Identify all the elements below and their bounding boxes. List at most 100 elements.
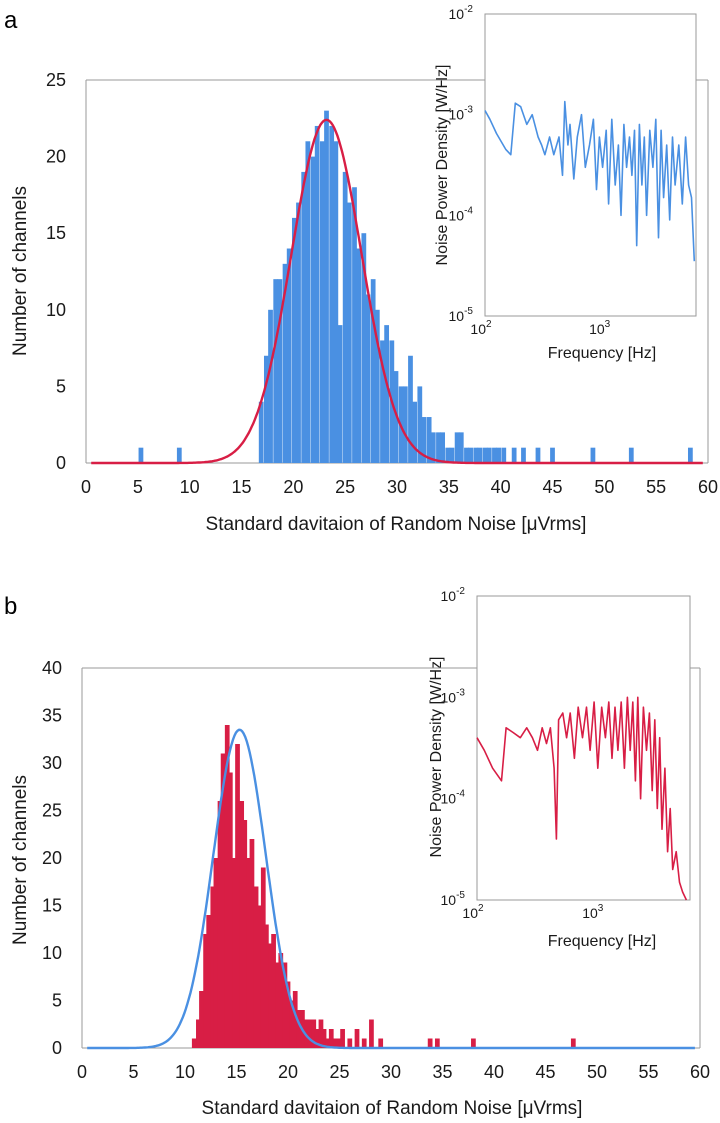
histogram-a: 0 5 10 15 20 25 30 35 40 45 50 55 60 0 5 10 15 20 25: [46, 70, 718, 497]
xlabel-a: Standard davitaion of Random Noise [μVrm…: [206, 514, 587, 535]
x-tick-label: 60: [690, 1062, 710, 1082]
histogram-bar: [249, 839, 255, 1048]
histogram-bar: [318, 1019, 324, 1048]
histogram-bar: [352, 187, 357, 464]
histogram-bar: [310, 156, 316, 463]
y-tick-label: 0: [56, 453, 66, 473]
y-tick-label: 15: [42, 896, 62, 916]
inset-ylabel-b: Noise Power Density [W/Hz]: [428, 657, 445, 858]
histogram-bar: [296, 1010, 302, 1048]
histogram-bar: [282, 962, 288, 1048]
histogram-bar: [196, 1019, 201, 1048]
histogram-bar: [328, 1029, 334, 1048]
histogram-bar: [268, 309, 273, 463]
histogram-bar: [282, 263, 288, 463]
histogram-bar: [354, 1029, 360, 1048]
x-tick-label: 50: [587, 1062, 607, 1082]
histogram-bar: [590, 447, 596, 463]
histogram-bar: [458, 432, 464, 463]
histogram-bar: [570, 1038, 576, 1048]
histogram-bar: [307, 1019, 312, 1048]
x-tick-label: 45: [542, 477, 562, 497]
inset-y-tick-label: 10-3: [449, 105, 474, 123]
inset-xlabel-b: Frequency [Hz]: [548, 933, 656, 950]
histogram-bar: [380, 340, 385, 463]
histogram-bar: [220, 753, 226, 1048]
histogram-bar: [430, 432, 436, 463]
histogram-bar: [449, 447, 455, 463]
histogram-bar: [454, 432, 460, 463]
histogram-bar: [464, 447, 469, 463]
histogram-bar: [263, 355, 269, 463]
histogram-bar: [482, 447, 488, 463]
histogram-bar: [440, 432, 445, 463]
histogram-bar: [361, 233, 367, 463]
y-tick-label: 25: [42, 801, 62, 821]
histogram-bar: [242, 820, 248, 1048]
histogram-bar: [289, 1000, 295, 1048]
histogram-bar: [258, 401, 264, 463]
inset-y-tick-label: 10-5: [441, 890, 466, 908]
y-tick-label: 20: [46, 147, 66, 167]
histogram-bar: [271, 934, 276, 1048]
x-tick-label: 55: [646, 477, 666, 497]
inset-xlabel-a: Frequency [Hz]: [548, 345, 656, 362]
x-tick-label: 10: [175, 1062, 195, 1082]
histogram-bar: [687, 447, 693, 463]
histogram-bar: [138, 447, 144, 463]
histogram-bar: [384, 325, 390, 463]
histogram-bar: [213, 858, 219, 1048]
histogram-bar: [314, 1029, 320, 1048]
histogram-bar: [492, 447, 497, 463]
inset-y-tick-label: 10-3: [441, 687, 466, 705]
histogram-bar: [277, 279, 283, 463]
histogram-bar: [337, 1038, 342, 1048]
histogram-bar: [511, 447, 517, 463]
histogram-bar: [369, 1019, 374, 1048]
histogram-bar: [176, 447, 182, 463]
inset-y-tick-label: 10-2: [449, 4, 474, 22]
histogram-bar: [301, 171, 307, 464]
panel-label-a: a: [4, 7, 18, 34]
histogram-bar: [412, 401, 418, 463]
histogram-bar: [224, 725, 230, 1048]
inset-frame: [476, 595, 691, 901]
histogram-bar: [417, 386, 423, 463]
x-tick-label: 0: [81, 477, 91, 497]
y-tick-label: 10: [42, 943, 62, 963]
histogram-bar: [321, 1029, 327, 1048]
histogram-bar: [268, 943, 273, 1048]
inset-x-tick-label: 102: [462, 903, 484, 921]
x-tick-label: 0: [77, 1062, 87, 1082]
y-tick-label: 15: [46, 223, 66, 243]
histogram-bar: [434, 1038, 440, 1048]
histogram-bar: [535, 447, 541, 463]
ylabel-a: Number of channels: [10, 186, 31, 356]
y-tick-label: 40: [42, 658, 62, 678]
x-tick-label: 15: [226, 1062, 246, 1082]
histogram-bar: [468, 447, 473, 463]
histogram-bar: [374, 309, 380, 463]
inset-x-tick-label: 102: [470, 319, 492, 337]
inset-y-tick-label: 10-5: [449, 306, 474, 324]
histogram-bar: [471, 1038, 476, 1048]
histogram-bar: [311, 1019, 317, 1048]
inset-b: 10-5 10-4 10-3 10-2 102 103: [441, 586, 691, 921]
y-tick-label: 10: [46, 300, 66, 320]
histogram-bar: [378, 1038, 384, 1048]
histogram-bar: [426, 417, 432, 463]
x-tick-label: 20: [278, 1062, 298, 1082]
histogram-bar: [227, 772, 233, 1048]
histogram-bar: [473, 447, 479, 463]
histogram-bar: [319, 141, 325, 463]
inset-x-tick-label: 103: [589, 319, 611, 337]
histogram-bar: [232, 858, 237, 1048]
histogram-bar: [436, 432, 441, 463]
histogram-bar: [329, 125, 335, 464]
inset-spectrum-line: [484, 100, 696, 262]
inset-y-tick-label: 10-4: [449, 205, 474, 223]
x-tick-label: 40: [484, 1062, 504, 1082]
x-tick-label: 55: [638, 1062, 658, 1082]
histogram-bar: [477, 447, 483, 463]
histogram-bar: [402, 386, 408, 463]
